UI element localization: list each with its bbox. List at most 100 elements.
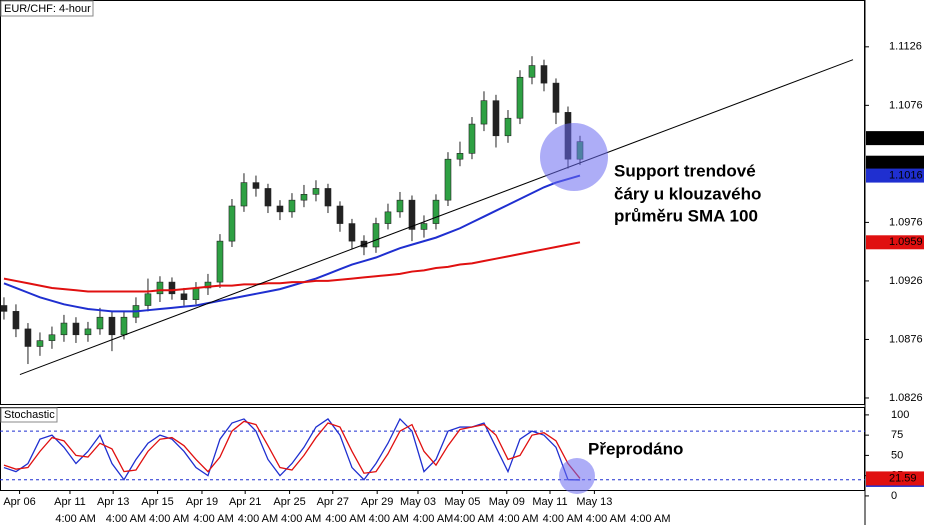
annotation: čáry u klouzavého bbox=[614, 184, 761, 203]
candle-body bbox=[420, 223, 428, 230]
annotation: Support trendové bbox=[614, 161, 756, 180]
price-label: 1.1027 bbox=[889, 157, 923, 169]
x-tick-label: May 05 bbox=[444, 496, 480, 508]
candle-body bbox=[300, 194, 308, 201]
candle-body bbox=[36, 340, 44, 347]
y-tick-label: 50 bbox=[891, 449, 903, 461]
highlight-circle bbox=[559, 458, 595, 494]
candle-body bbox=[516, 76, 524, 119]
value-label-box bbox=[866, 471, 924, 486]
candle-body bbox=[60, 322, 68, 336]
value-label: 21.59 bbox=[889, 472, 917, 484]
price-label-box bbox=[866, 235, 924, 250]
x-tick-label: Apr 13 bbox=[97, 496, 129, 508]
candle-body bbox=[468, 123, 476, 154]
candle-body bbox=[372, 223, 380, 248]
stochastic-title: Stochastic bbox=[4, 409, 55, 421]
x-tick-label: May 03 bbox=[400, 496, 436, 508]
x-tick-label: Apr 11 bbox=[54, 496, 86, 508]
candle-body bbox=[504, 117, 512, 137]
x-time-label: 4:00 AM bbox=[369, 513, 409, 525]
candle-body bbox=[120, 316, 128, 336]
x-tick-label: Apr 25 bbox=[273, 496, 305, 508]
candle-body bbox=[204, 281, 212, 289]
x-time-label: 4:00 AM bbox=[55, 513, 95, 525]
x-time-label: 4:00 AM bbox=[586, 513, 626, 525]
annotation: průměru SMA 100 bbox=[614, 206, 758, 225]
price-label-box bbox=[866, 131, 924, 146]
candle-body bbox=[312, 188, 320, 195]
y-tick-label: 1.0876 bbox=[889, 333, 923, 345]
y-tick-label: 1.0826 bbox=[889, 392, 923, 404]
y-tick-label: 100 bbox=[891, 409, 909, 421]
candle-body bbox=[168, 281, 176, 295]
x-time-label: 4:00 AM bbox=[498, 513, 538, 525]
price-label-box bbox=[866, 155, 924, 170]
candle-body bbox=[0, 305, 8, 312]
candle-body bbox=[72, 322, 80, 336]
candle-body bbox=[540, 65, 548, 84]
candle-body bbox=[144, 293, 152, 306]
x-time-label: 4:00 AM bbox=[454, 513, 494, 525]
candle-body bbox=[156, 281, 164, 295]
title-box bbox=[0, 0, 94, 17]
trendline bbox=[19, 59, 854, 376]
x-time-label: 4:00 AM bbox=[106, 513, 146, 525]
candle-body bbox=[216, 240, 224, 283]
candle-body bbox=[492, 100, 500, 137]
candle-body bbox=[240, 182, 248, 207]
candle-body bbox=[528, 65, 536, 78]
x-tick-label: Apr 06 bbox=[3, 496, 35, 508]
candle-body bbox=[384, 211, 392, 224]
y-tick-label: 1.0926 bbox=[889, 275, 923, 287]
candle-body bbox=[480, 100, 488, 125]
x-tick-label: Apr 27 bbox=[317, 496, 349, 508]
candle-body bbox=[252, 182, 260, 189]
x-tick-label: Apr 15 bbox=[141, 496, 173, 508]
candle-body bbox=[12, 311, 20, 330]
candle-body bbox=[348, 223, 356, 242]
price-label: 1.1016 bbox=[889, 169, 923, 181]
x-time-label: 4:00 AM bbox=[543, 513, 583, 525]
y-tick-label: 75 bbox=[891, 429, 903, 441]
candle-body bbox=[552, 82, 560, 113]
stochastic-pane bbox=[0, 407, 865, 491]
candle-body bbox=[276, 205, 284, 213]
x-time-label: 4:00 AM bbox=[281, 513, 321, 525]
stochastic-title-box bbox=[0, 407, 58, 423]
candle-body bbox=[108, 316, 116, 336]
x-tick-label: May 13 bbox=[576, 496, 612, 508]
candle-body bbox=[336, 205, 344, 224]
y-tick-label: 1.0976 bbox=[889, 216, 923, 228]
candle-body bbox=[324, 188, 332, 207]
candle-body bbox=[96, 316, 104, 330]
highlight-circle bbox=[540, 123, 608, 191]
moving-average bbox=[3, 174, 581, 313]
moving-average bbox=[3, 241, 581, 293]
x-tick-label: Apr 21 bbox=[229, 496, 261, 508]
x-tick-label: Apr 29 bbox=[361, 496, 393, 508]
x-time-label: 4:00 AM bbox=[238, 513, 278, 525]
x-tick-label: May 11 bbox=[532, 496, 567, 508]
candle-body bbox=[264, 188, 272, 207]
candle-body bbox=[432, 199, 440, 224]
candle-body bbox=[192, 287, 200, 300]
x-time-label: 4:00 AM bbox=[149, 513, 189, 525]
x-time-label: 4:00 AM bbox=[413, 513, 453, 525]
candle-body bbox=[84, 328, 92, 336]
x-time-label: 4:00 AM bbox=[193, 513, 233, 525]
stochastic-line bbox=[3, 420, 581, 479]
chart-title: EUR/CHF: 4-hour bbox=[4, 3, 91, 15]
candle-body bbox=[48, 334, 56, 341]
price-label: 1.0959 bbox=[889, 236, 923, 248]
x-time-label: 4:00 AM bbox=[630, 513, 670, 525]
y-tick-label: 1.1076 bbox=[889, 99, 923, 111]
y-tick-label: 1.1126 bbox=[889, 41, 922, 53]
candle-body bbox=[444, 158, 452, 201]
x-time-label: 4:00 AM bbox=[325, 513, 365, 525]
candle-body bbox=[288, 199, 296, 213]
candle-body bbox=[228, 205, 236, 242]
x-tick-label: May 09 bbox=[489, 496, 525, 508]
stochastic-line bbox=[3, 417, 580, 481]
candle-body bbox=[396, 199, 404, 213]
